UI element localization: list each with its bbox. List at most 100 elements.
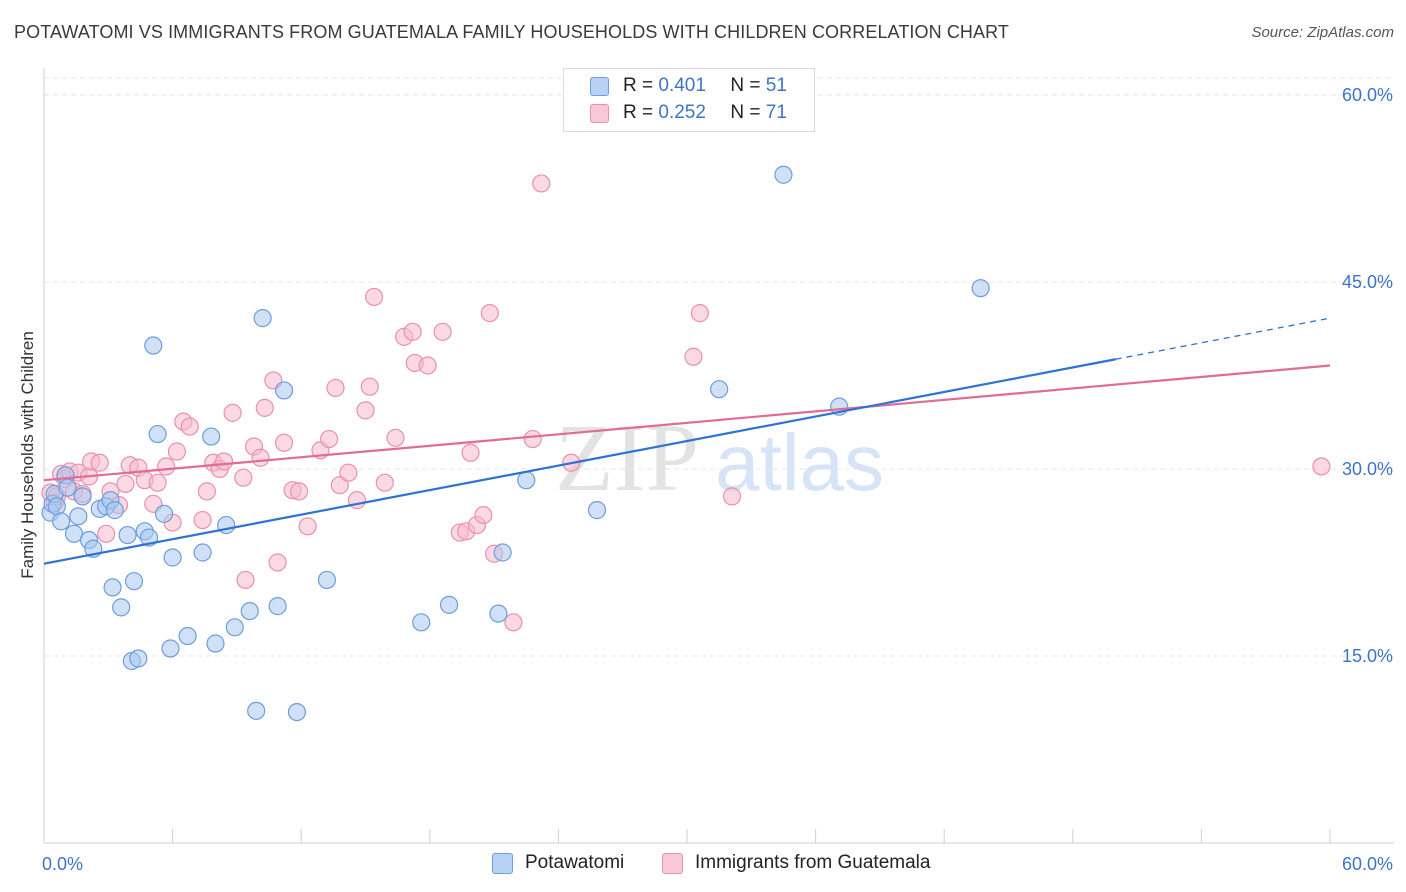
x-tick-label: 0.0%	[42, 854, 83, 874]
potawatomi-point	[129, 649, 148, 668]
potawatomi-point	[118, 525, 137, 545]
guatemala-point	[684, 347, 703, 366]
potawatomi-point	[710, 380, 729, 399]
bottom-legend-label: Potawatomi	[525, 852, 625, 873]
gridlines	[44, 77, 1394, 657]
guatemala-point	[690, 304, 709, 323]
guatemala-point	[90, 453, 109, 472]
potawatomi-point	[225, 618, 244, 637]
guatemala-point	[504, 613, 523, 632]
guatemala-point	[274, 433, 294, 452]
guatemala-point	[251, 448, 270, 467]
potawatomi-point	[144, 336, 163, 355]
trend-lines	[43, 317, 1331, 565]
y-tick-label: 15.0%	[1342, 646, 1393, 666]
legend-swatch-pink	[590, 103, 609, 123]
potawatomi-point	[47, 497, 66, 516]
chart-title: POTAWATOMI VS IMMIGRANTS FROM GUATEMALA …	[14, 22, 1009, 42]
legend-r-value: 0.252	[658, 102, 706, 123]
potawatomi-point	[154, 504, 174, 523]
guatemala-point	[148, 473, 167, 492]
potawatomi-point	[274, 381, 294, 400]
bottom-legend-label: Immigrants from Guatemala	[695, 852, 931, 873]
potawatomi-point	[517, 471, 536, 490]
guatemala-point	[116, 474, 135, 494]
potawatomi-point	[268, 597, 287, 616]
legend-n-label: N =	[730, 102, 761, 123]
potawatomi-point	[103, 578, 122, 597]
legend-row-guatemala: R = 0.252 N = 71	[590, 101, 787, 125]
potawatomi-point	[971, 279, 990, 298]
potawatomi-point	[124, 572, 144, 591]
watermark-zip: ZIP	[555, 404, 699, 511]
guatemala-point	[319, 429, 339, 449]
guatemala-point	[386, 428, 405, 447]
guatemala-point	[474, 505, 493, 525]
guatemala-point	[480, 304, 499, 323]
y-tick-label: 45.0%	[1342, 272, 1393, 292]
guatemala-point	[326, 378, 345, 398]
potawatomi-point	[58, 478, 77, 497]
guatemala-point	[255, 398, 274, 417]
potawatomi-point	[112, 598, 131, 617]
legend-n-label: N =	[730, 75, 761, 96]
guatemala-point	[1312, 457, 1331, 476]
guatemala-point	[223, 403, 242, 422]
legend-row-potawatomi: R = 0.401 N = 51	[590, 74, 787, 98]
guatemala-point	[298, 517, 317, 536]
guatemala-point	[180, 417, 199, 436]
potawatomi-point	[317, 570, 337, 590]
watermark-atlas: atlas	[715, 418, 884, 507]
guatemala-point	[364, 287, 384, 307]
legend-r-label: R =	[623, 75, 654, 96]
guatemala-point	[157, 457, 176, 476]
potawatomi-trend-line	[43, 358, 1116, 565]
axes	[43, 68, 1394, 844]
potawatomi-point	[163, 548, 182, 567]
bottom-legend: Potawatomi Immigrants from Guatemala	[0, 852, 1406, 878]
guatemala-point	[289, 482, 309, 501]
potawatomi-point	[287, 702, 307, 722]
guatemala-point	[330, 476, 349, 495]
guatemala-point	[97, 524, 116, 543]
watermark: ZIP atlas	[555, 404, 884, 511]
guatemala-point	[339, 463, 358, 482]
legend: R = 0.401 N = 51 R = 0.252 N = 71	[563, 68, 815, 132]
legend-n-value: 51	[765, 75, 787, 96]
bottom-legend-potawatomi: Potawatomi	[492, 852, 624, 874]
potawatomi-point	[105, 501, 124, 520]
legend-r-label: R =	[623, 102, 654, 123]
x-tick-label: 60.0%	[1342, 854, 1393, 874]
source-label: Source: ZipAtlas.com	[1251, 24, 1394, 41]
bottom-legend-swatch-blue	[492, 852, 513, 874]
potawatomi-point	[193, 543, 212, 562]
guatemala-trend-line	[43, 364, 1331, 482]
potawatomi-point	[206, 634, 225, 653]
potawatomi-point	[774, 165, 793, 184]
series-guatemala-points	[41, 174, 1331, 632]
potawatomi-point	[161, 639, 180, 658]
bottom-legend-guatemala: Immigrants from Guatemala	[662, 852, 930, 874]
guatemala-point	[433, 322, 452, 341]
potawatomi-point	[178, 626, 197, 646]
legend-n-value: 71	[765, 102, 787, 123]
guatemala-point	[197, 482, 216, 501]
guatemala-point	[356, 401, 375, 420]
legend-swatch-blue	[590, 76, 609, 96]
potawatomi-point	[493, 543, 512, 562]
guatemala-point	[360, 377, 379, 396]
guatemala-point	[403, 322, 422, 341]
potawatomi-point	[52, 512, 71, 531]
potawatomi-point	[247, 701, 266, 720]
potawatomi-point	[240, 601, 259, 621]
potawatomi-point	[587, 501, 607, 520]
guatemala-point	[523, 429, 542, 449]
y-tick-label: 30.0%	[1342, 459, 1393, 479]
guatemala-point	[375, 473, 394, 492]
guatemala-point	[167, 442, 186, 461]
guatemala-point	[214, 452, 234, 471]
y-tick-label: 60.0%	[1342, 85, 1393, 105]
potawatomi-point	[489, 604, 508, 623]
guatemala-point	[418, 356, 437, 375]
